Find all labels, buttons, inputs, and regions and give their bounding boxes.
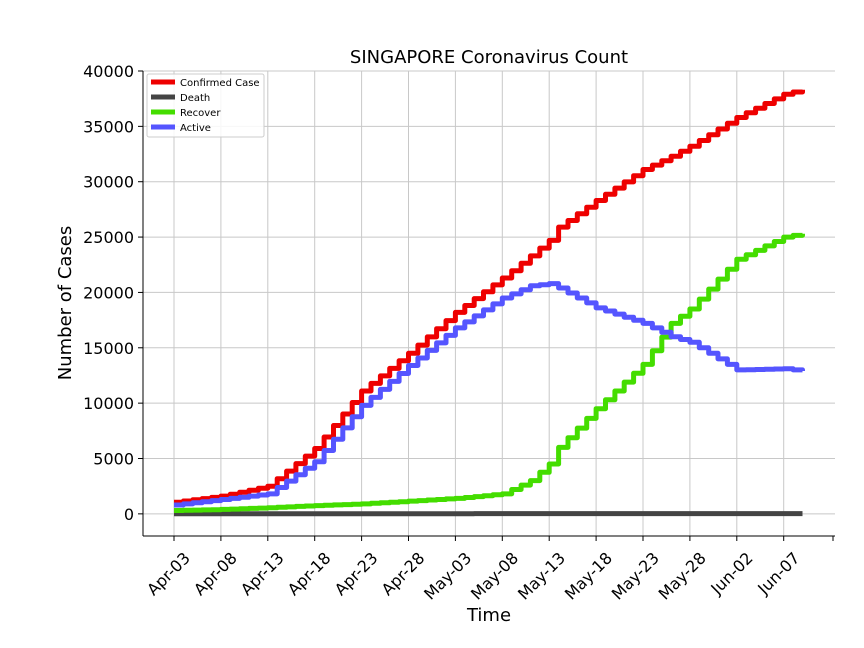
legend-label: Confirmed Case [180,78,260,89]
x-tick-label: May-18 [561,548,616,603]
y-tick-label: 0 [124,505,134,524]
x-tick-label: May-28 [655,548,710,603]
x-tick-label: May-23 [608,548,663,603]
x-tick-label: May-03 [420,548,475,603]
x-tick-label: Jun-02 [706,548,756,598]
y-tick-label: 35000 [83,117,134,136]
x-tick-label: Jun-07 [753,548,803,598]
x-tick-label: Apr-18 [284,548,335,599]
y-tick-label: 20000 [83,283,134,302]
x-tick-label: Apr-23 [331,548,382,599]
series-line-confirmed-case [174,89,805,505]
series-line-recover [174,232,805,513]
grid [143,70,835,536]
legend-label: Death [180,93,210,104]
legend: Confirmed Case Death Recover Active [146,73,265,138]
x-tick-label: Apr-13 [237,548,288,599]
series-lines [174,89,805,517]
chart-title: SINGAPORE Coronavirus Count [350,47,628,68]
legend-label: Recover [180,108,221,119]
series-line-active [174,281,805,508]
y-tick-label: 15000 [83,339,134,358]
axes: Apr-03Apr-08Apr-13Apr-18Apr-23Apr-28May-… [83,62,835,604]
x-tick-label: May-08 [467,548,522,603]
legend-label: Active [180,123,211,134]
x-tick-label: Apr-08 [190,548,241,599]
legend-box [146,73,265,138]
y-tick-label: 30000 [83,173,134,192]
x-tick-label: Apr-03 [143,548,194,599]
y-axis-title: Number of Cases [55,226,76,381]
x-axis-title: Time [466,605,511,626]
y-tick-label: 40000 [83,62,134,81]
y-tick-label: 10000 [83,394,134,413]
y-tick-label: 5000 [93,450,134,469]
x-tick-label: May-13 [514,548,569,603]
y-tick-label: 25000 [83,228,134,247]
